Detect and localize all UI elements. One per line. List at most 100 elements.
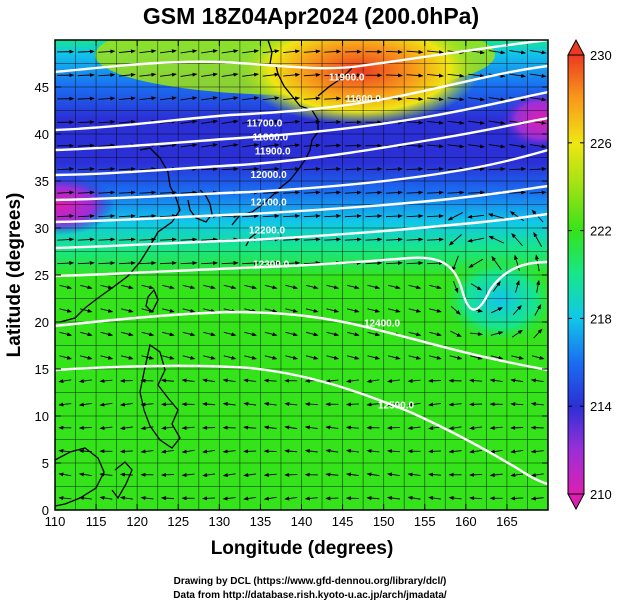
wind-vector — [159, 49, 177, 54]
contour-12100 — [55, 184, 548, 224]
wind-vector — [406, 50, 424, 55]
wind-vector — [428, 402, 442, 407]
wind-vector — [469, 378, 483, 383]
wind-vector — [324, 214, 342, 219]
wind-vector — [467, 237, 485, 243]
wind-vector — [78, 379, 92, 383]
wind-vector — [450, 330, 462, 337]
wind-vector — [529, 50, 547, 55]
wind-vector — [406, 120, 424, 125]
wind-vector — [345, 379, 359, 384]
wind-vector — [326, 308, 340, 313]
wind-vector — [159, 214, 177, 219]
wind-vector — [530, 402, 544, 406]
wind-vector — [118, 167, 136, 172]
wind-vector — [509, 190, 527, 195]
wind-vector — [491, 307, 503, 314]
wind-vector — [367, 284, 381, 290]
wind-vector — [490, 355, 504, 360]
wind-vector — [407, 378, 421, 383]
wind-vector — [447, 97, 465, 102]
wind-vector — [386, 425, 400, 430]
y-tick-label: 40 — [35, 127, 49, 142]
credit-drawing: Drawing by DCL (https://www.gfd-dennou.o… — [174, 576, 447, 587]
x-tick-label: 145 — [332, 514, 354, 529]
wind-vector — [222, 449, 236, 454]
wind-vector — [77, 120, 95, 125]
wind-vector — [79, 308, 93, 313]
wind-vector — [243, 425, 257, 430]
wind-vector — [303, 190, 321, 195]
wind-vector — [510, 449, 524, 454]
colorbar: 210 214 218 222 226 230 — [567, 38, 612, 511]
wind-vector — [488, 120, 506, 125]
credit-data: Data from http://database.rish.kyoto-u.a… — [173, 590, 447, 601]
wind-vector — [180, 143, 198, 148]
wind-vector — [407, 472, 421, 477]
wind-vector — [429, 331, 442, 337]
x-tick-label: 130 — [208, 514, 230, 529]
wind-vector — [159, 261, 177, 266]
wind-vector — [79, 355, 93, 360]
wind-vector — [285, 284, 299, 290]
wind-vector — [489, 449, 503, 454]
wind-vector — [221, 72, 239, 77]
wind-vector — [98, 167, 116, 172]
wind-vector — [77, 49, 95, 54]
wind-vector — [303, 119, 321, 124]
x-tick-label: 160 — [455, 514, 477, 529]
contour-label: 11900.0 — [329, 72, 365, 83]
contour-label: 12200.0 — [249, 226, 286, 237]
wind-vector — [510, 473, 524, 478]
wind-vector — [284, 425, 298, 430]
wind-vector — [160, 496, 174, 501]
wind-vector — [346, 331, 360, 337]
colorbar-min-arrow — [567, 493, 585, 511]
x-tick-label: 135 — [250, 514, 272, 529]
wind-vector — [450, 305, 461, 315]
contour-label: 12000.0 — [251, 170, 288, 181]
wind-vector — [326, 331, 340, 337]
wind-vector — [99, 378, 113, 383]
wind-vector — [365, 167, 383, 172]
wind-vector — [118, 119, 136, 124]
x-tick-label: 120 — [126, 514, 148, 529]
wind-vector — [264, 331, 278, 337]
wind-vector — [118, 72, 136, 77]
wind-vector — [408, 331, 422, 337]
temperature-field-warm-core — [240, 40, 480, 125]
wind-vector — [98, 72, 116, 77]
wind-vector — [161, 449, 174, 454]
wind-vector — [365, 261, 383, 266]
wind-vector — [58, 402, 72, 407]
wind-vector — [223, 331, 237, 337]
wind-vector — [467, 214, 485, 219]
wind-vector — [181, 425, 195, 430]
wind-vector — [222, 496, 236, 501]
wind-vector — [262, 143, 280, 148]
wind-vector — [77, 73, 95, 78]
wind-vector — [511, 233, 523, 247]
wind-vector — [264, 284, 278, 290]
wind-vector — [406, 214, 424, 219]
wind-vector — [449, 355, 463, 360]
wind-vector — [510, 496, 524, 501]
wind-vector — [345, 472, 359, 477]
wind-vector — [345, 425, 359, 430]
wind-vector — [346, 284, 360, 290]
wind-vector — [244, 331, 257, 337]
wind-vector — [447, 73, 465, 78]
wind-vector — [386, 449, 400, 454]
wind-vector — [120, 284, 134, 290]
contour-12300 — [55, 256, 548, 311]
wind-vector — [57, 261, 75, 266]
wind-vector — [490, 331, 504, 336]
wind-vector — [162, 284, 175, 290]
figure-title: GSM 18Z04Apr2024 (200.0hPa) — [143, 3, 479, 29]
wind-vector — [244, 284, 257, 290]
wind-vector — [242, 72, 260, 77]
wind-vector — [385, 237, 403, 242]
wind-vector — [139, 96, 157, 101]
wind-vector — [345, 448, 359, 453]
wind-vector — [304, 402, 318, 407]
